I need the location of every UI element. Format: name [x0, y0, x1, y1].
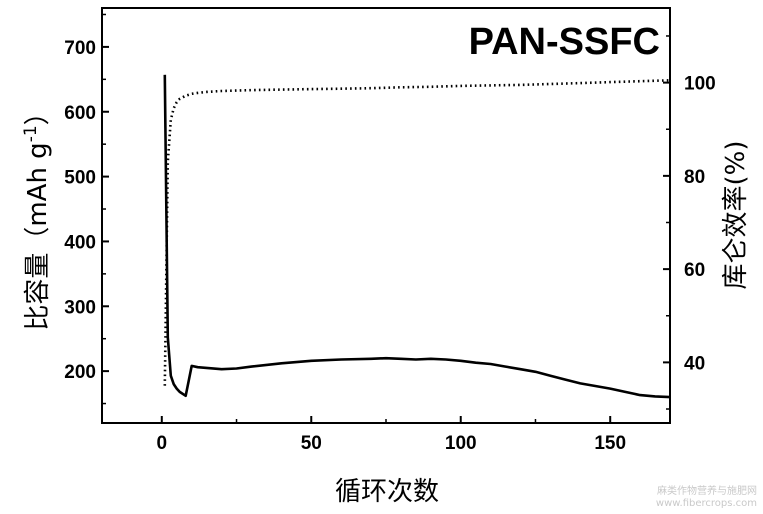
y-left-tick-label: 600 [64, 103, 96, 124]
y-right-tick-label: 80 [684, 167, 705, 188]
y-left-title-sup: -1 [21, 125, 41, 142]
x-tick-label: 0 [157, 433, 168, 454]
watermark: 麻类作物营养与施肥网 www.fibercrops.com [617, 486, 757, 510]
plot-frame [101, 7, 671, 424]
watermark-line-1: 麻类作物营养与施肥网 [657, 486, 757, 497]
y-right-tick-label: 100 [684, 74, 716, 95]
plot-lines [163, 74, 671, 399]
x-axis: 0 50 100 150 [157, 416, 626, 454]
y-right-tick-label: 60 [684, 260, 705, 281]
y-axis-left-title: 比容量（mAh g-1） [21, 99, 53, 330]
y-left-tick-label: 500 [64, 168, 96, 189]
x-tick-label: 100 [445, 433, 477, 454]
y-left-title-end: ） [23, 99, 53, 125]
y-left-tick-label: 200 [64, 362, 96, 383]
y-axis-right-title: 库仑效率(%) [721, 141, 751, 290]
y-right-tick-label: 40 [684, 353, 705, 374]
y-left-tick-label: 300 [64, 297, 96, 318]
y-axis-left: 200 300 400 500 600 700 [64, 13, 109, 405]
y-left-tick-label: 700 [64, 38, 96, 59]
y-left-tick-label: 400 [64, 232, 96, 253]
x-tick-label: 150 [594, 433, 626, 454]
y-axis-right: 40 60 80 100 [663, 35, 716, 410]
series-line-1 [163, 74, 671, 399]
x-axis-title: 循环次数 [335, 477, 439, 507]
x-tick-label: 50 [301, 433, 322, 454]
panel-title: PAN-SSFC [469, 21, 660, 63]
y-left-title-main: 比容量（mAh g [23, 142, 53, 330]
series-line-2 [163, 79, 671, 386]
watermark-line-2: www.fibercrops.com [655, 498, 757, 509]
